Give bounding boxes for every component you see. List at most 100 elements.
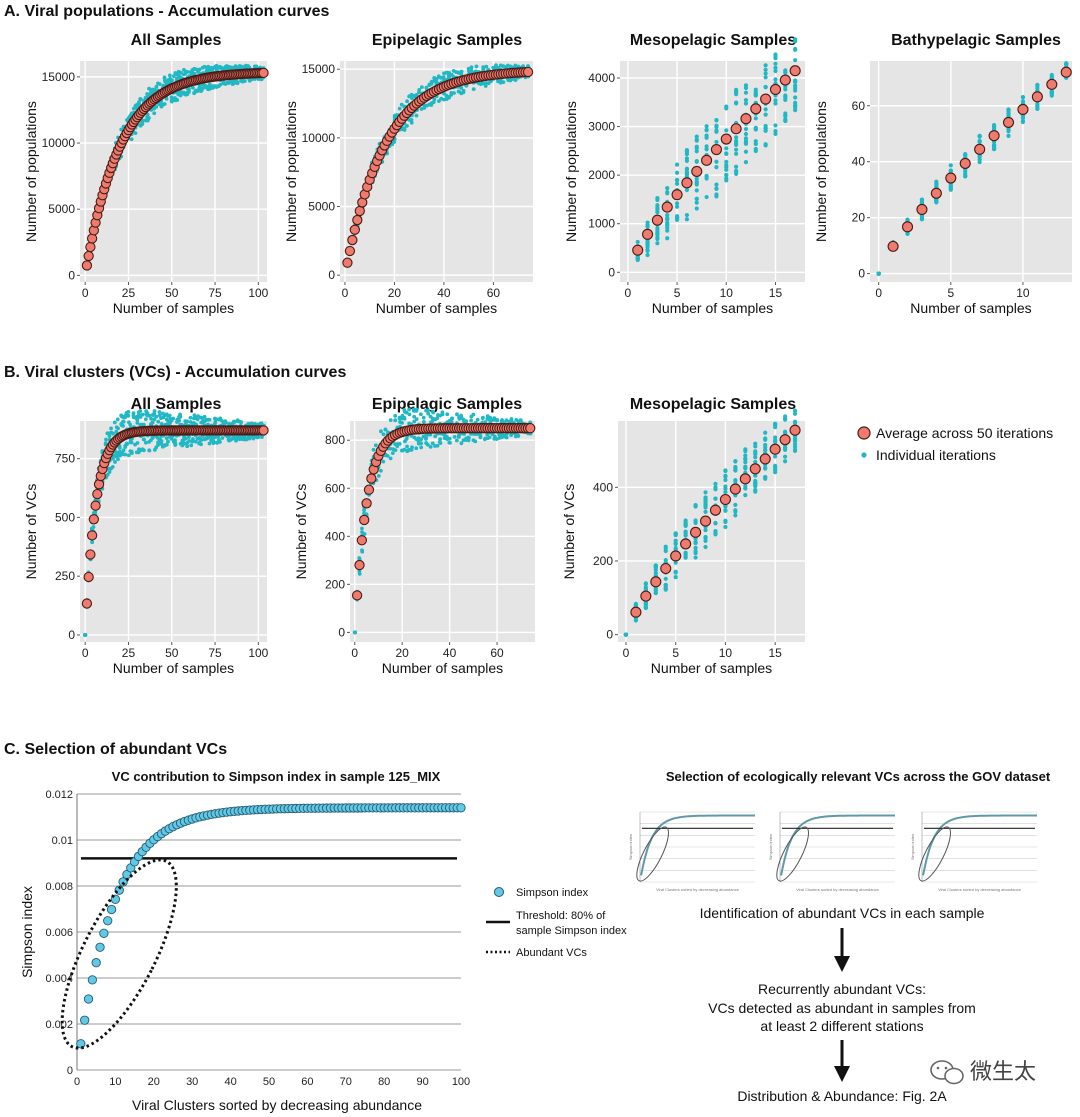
iteration-point bbox=[414, 408, 419, 413]
iteration-point bbox=[763, 437, 768, 442]
iteration-point bbox=[422, 106, 427, 110]
y-tick-label: 3000 bbox=[588, 120, 615, 134]
iteration-point bbox=[223, 421, 228, 426]
iteration-point bbox=[109, 426, 113, 431]
iteration-point bbox=[655, 230, 660, 235]
iteration-point bbox=[773, 65, 778, 70]
iteration-point bbox=[724, 104, 729, 109]
iteration-point bbox=[111, 456, 115, 461]
iteration-point bbox=[694, 176, 699, 181]
iteration-point bbox=[509, 417, 514, 421]
iteration-point bbox=[743, 464, 748, 469]
iteration-point bbox=[673, 531, 678, 536]
y-tick-label: 0.006 bbox=[45, 927, 73, 939]
iteration-point bbox=[734, 164, 739, 169]
iteration-point bbox=[684, 187, 690, 193]
iteration-point bbox=[431, 410, 436, 415]
thumbnail-chart: Viral Clusters sorted by decreasing abun… bbox=[910, 808, 1041, 896]
iteration-point bbox=[464, 419, 469, 424]
iteration-point bbox=[125, 442, 129, 447]
iteration-point bbox=[714, 129, 719, 134]
iteration-point bbox=[152, 88, 157, 93]
iteration-point bbox=[704, 147, 709, 152]
iteration-point bbox=[948, 187, 953, 192]
average-point bbox=[749, 463, 761, 475]
iteration-point bbox=[402, 416, 407, 421]
average-point bbox=[959, 157, 971, 169]
x-tick-label: 15 bbox=[769, 286, 783, 300]
iteration-point bbox=[703, 544, 708, 550]
average-point bbox=[661, 201, 673, 213]
iteration-point bbox=[469, 418, 474, 423]
iteration-point bbox=[977, 138, 982, 144]
iteration-point bbox=[513, 78, 518, 82]
thumbnail-y-label: Simpson index bbox=[768, 834, 773, 860]
iteration-point bbox=[773, 68, 778, 74]
iteration-point bbox=[703, 490, 708, 495]
x-axis-label: Number of samples bbox=[113, 300, 234, 316]
average-point bbox=[1031, 91, 1043, 103]
x-tick-label: 100 bbox=[248, 646, 268, 660]
iteration-point bbox=[793, 47, 798, 52]
chart-a1: 0 25 50 75 100 0 5000 10000 15000 All Samples Numb… bbox=[23, 32, 269, 316]
y-tick-label: 10000 bbox=[302, 131, 336, 145]
iteration-point bbox=[763, 84, 768, 90]
section-c-title: C. Selection of abundant VCs bbox=[4, 741, 227, 758]
iteration-point bbox=[1006, 133, 1011, 139]
x-tick-label: 40 bbox=[443, 646, 457, 660]
iteration-point bbox=[753, 450, 758, 455]
iteration-point bbox=[665, 191, 670, 196]
average-point bbox=[701, 154, 713, 166]
iteration-point bbox=[482, 437, 487, 442]
iteration-point bbox=[723, 518, 728, 523]
iteration-point bbox=[1006, 107, 1011, 112]
iteration-point bbox=[673, 541, 678, 547]
iteration-point bbox=[763, 71, 768, 76]
x-tick-label: 0 bbox=[351, 646, 358, 660]
x-tick-label: 100 bbox=[452, 1076, 470, 1088]
iteration-point bbox=[383, 427, 388, 432]
thumbnail-curve bbox=[640, 814, 755, 876]
simpson-point bbox=[91, 958, 101, 968]
arrow-down-icon bbox=[834, 1040, 850, 1082]
iteration-point bbox=[447, 436, 452, 441]
x-tick-label: 70 bbox=[340, 1076, 352, 1088]
iteration-point bbox=[126, 453, 131, 458]
legend-individual-label: Individual iterations bbox=[876, 447, 996, 463]
iteration-point bbox=[182, 441, 187, 446]
iteration-point bbox=[773, 470, 778, 475]
iteration-point bbox=[197, 85, 202, 90]
y-tick-label: 400 bbox=[325, 529, 345, 543]
iteration-point bbox=[402, 126, 407, 131]
iteration-point bbox=[674, 170, 680, 175]
iteration-point bbox=[473, 439, 478, 444]
average-point bbox=[671, 189, 683, 201]
average-point bbox=[729, 483, 741, 495]
iteration-point bbox=[743, 447, 748, 452]
iteration-point bbox=[405, 123, 409, 128]
average-point bbox=[681, 177, 693, 189]
y-tick-label: 0 bbox=[68, 628, 75, 642]
y-tick-label: 0 bbox=[608, 265, 615, 279]
iteration-point bbox=[478, 435, 483, 440]
iteration-point bbox=[665, 225, 670, 230]
x-tick-label: 15 bbox=[768, 646, 782, 660]
iteration-point bbox=[743, 83, 749, 88]
y-axis-label: Number of populations bbox=[23, 101, 39, 242]
iteration-point bbox=[414, 417, 419, 422]
iteration-point bbox=[103, 441, 108, 446]
y-tick-label: 0 bbox=[606, 628, 613, 642]
iteration-point bbox=[713, 530, 718, 535]
chart-a4: 0 5 10 0 20 40 60 Bathypelagic Samples Number of… bbox=[813, 32, 1072, 316]
iteration-point bbox=[154, 84, 159, 89]
average-point bbox=[352, 214, 363, 226]
iteration-point bbox=[518, 418, 523, 423]
iteration-point bbox=[645, 248, 650, 253]
average-point bbox=[81, 598, 93, 609]
iteration-point bbox=[645, 222, 650, 227]
x-tick-label: 20 bbox=[148, 1076, 160, 1088]
y-tick-label: 500 bbox=[55, 510, 75, 524]
iteration-point bbox=[183, 436, 188, 441]
iteration-point bbox=[373, 443, 378, 448]
